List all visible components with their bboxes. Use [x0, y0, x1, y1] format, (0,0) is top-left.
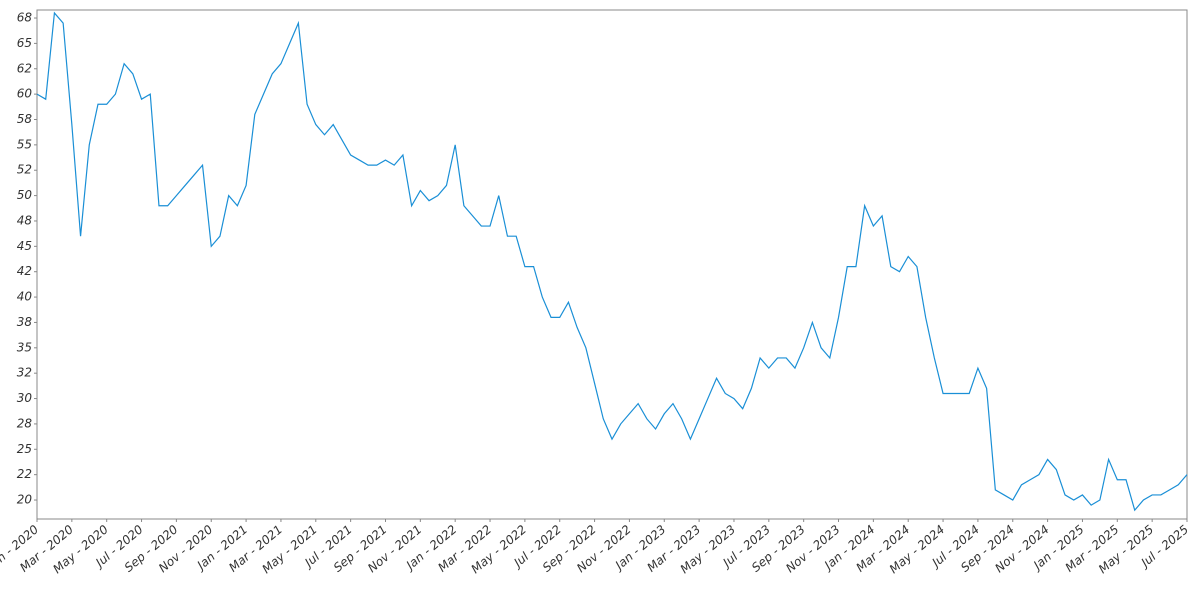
y-tick-label: 60 [17, 87, 33, 101]
y-tick-label: 20 [17, 493, 33, 507]
y-tick-label: 25 [17, 442, 32, 456]
y-tick-label: 22 [17, 467, 32, 481]
y-tick-label: 65 [17, 36, 32, 50]
y-tick-label: 45 [17, 239, 32, 253]
y-tick-label: 55 [17, 137, 32, 151]
y-tick-label: 50 [17, 188, 33, 202]
y-tick-label: 48 [17, 213, 33, 227]
y-tick-label: 35 [17, 340, 32, 354]
y-tick-label: 62 [17, 61, 32, 75]
y-tick-label: 52 [17, 163, 32, 177]
data-line [36, 11, 1188, 512]
y-tick-label: 32 [17, 366, 32, 380]
plot-area [36, 9, 1188, 520]
y-tick-label: 28 [17, 416, 33, 430]
y-tick-label: 30 [17, 391, 33, 405]
y-tick-label: 42 [17, 264, 32, 278]
y-tick-label: 38 [17, 315, 33, 329]
y-tick-label: 40 [17, 290, 33, 304]
y-tick-label: 68 [17, 11, 33, 25]
y-tick-label: 58 [17, 112, 33, 126]
